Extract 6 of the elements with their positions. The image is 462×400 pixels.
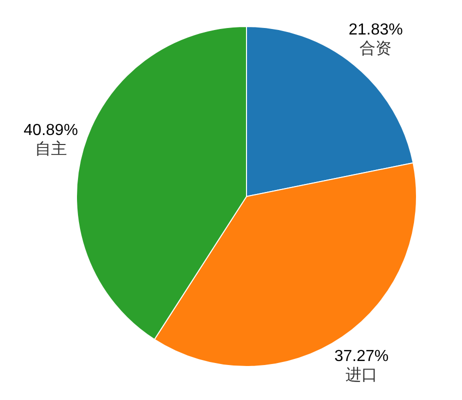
- slice-label: 进口: [345, 365, 378, 384]
- data-label: 21.83%: [348, 22, 403, 39]
- slice-label: 自主: [34, 138, 67, 158]
- data-label: 40.89%: [24, 122, 78, 139]
- data-label: 37.27%: [334, 348, 389, 365]
- slice-label: 合资: [360, 38, 392, 58]
